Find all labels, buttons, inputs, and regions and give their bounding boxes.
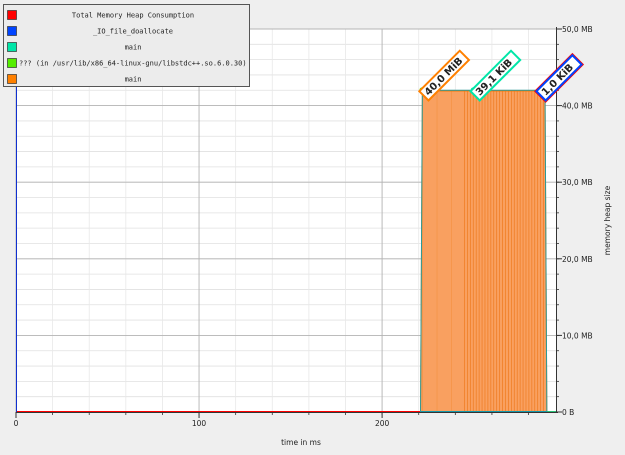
legend-label: _IO_file_doallocate	[93, 28, 173, 36]
legend-swatch	[8, 43, 17, 52]
legend-swatch	[8, 27, 17, 36]
legend-label: main	[125, 76, 142, 84]
legend-swatch	[8, 11, 17, 20]
y-tick-label: 20,0 MB	[562, 255, 593, 264]
y-tick-label: 30,0 MB	[562, 178, 593, 187]
legend-label: main	[125, 44, 142, 52]
legend-label: Total Memory Heap Consumption	[72, 12, 194, 20]
y-tick-label: 50,0 MB	[562, 25, 593, 34]
y-tick-label: 40,0 MB	[562, 102, 593, 111]
y-axis-title: memory heap size	[603, 185, 612, 255]
legend: Total Memory Heap Consumption _IO_file_do…	[4, 5, 250, 87]
legend-swatch	[8, 75, 17, 84]
legend-label: ??? (in /usr/lib/x86_64-linux-gnu/libstd…	[19, 60, 247, 68]
legend-swatch	[8, 59, 17, 68]
y-tick-label: 0 B	[562, 408, 574, 417]
x-tick-label: 0	[14, 419, 19, 428]
x-tick-label: 100	[192, 419, 207, 428]
x-tick-label: 200	[375, 419, 390, 428]
x-axis-title: time in ms	[281, 438, 321, 447]
y-tick-label: 10,0 MB	[562, 331, 593, 340]
